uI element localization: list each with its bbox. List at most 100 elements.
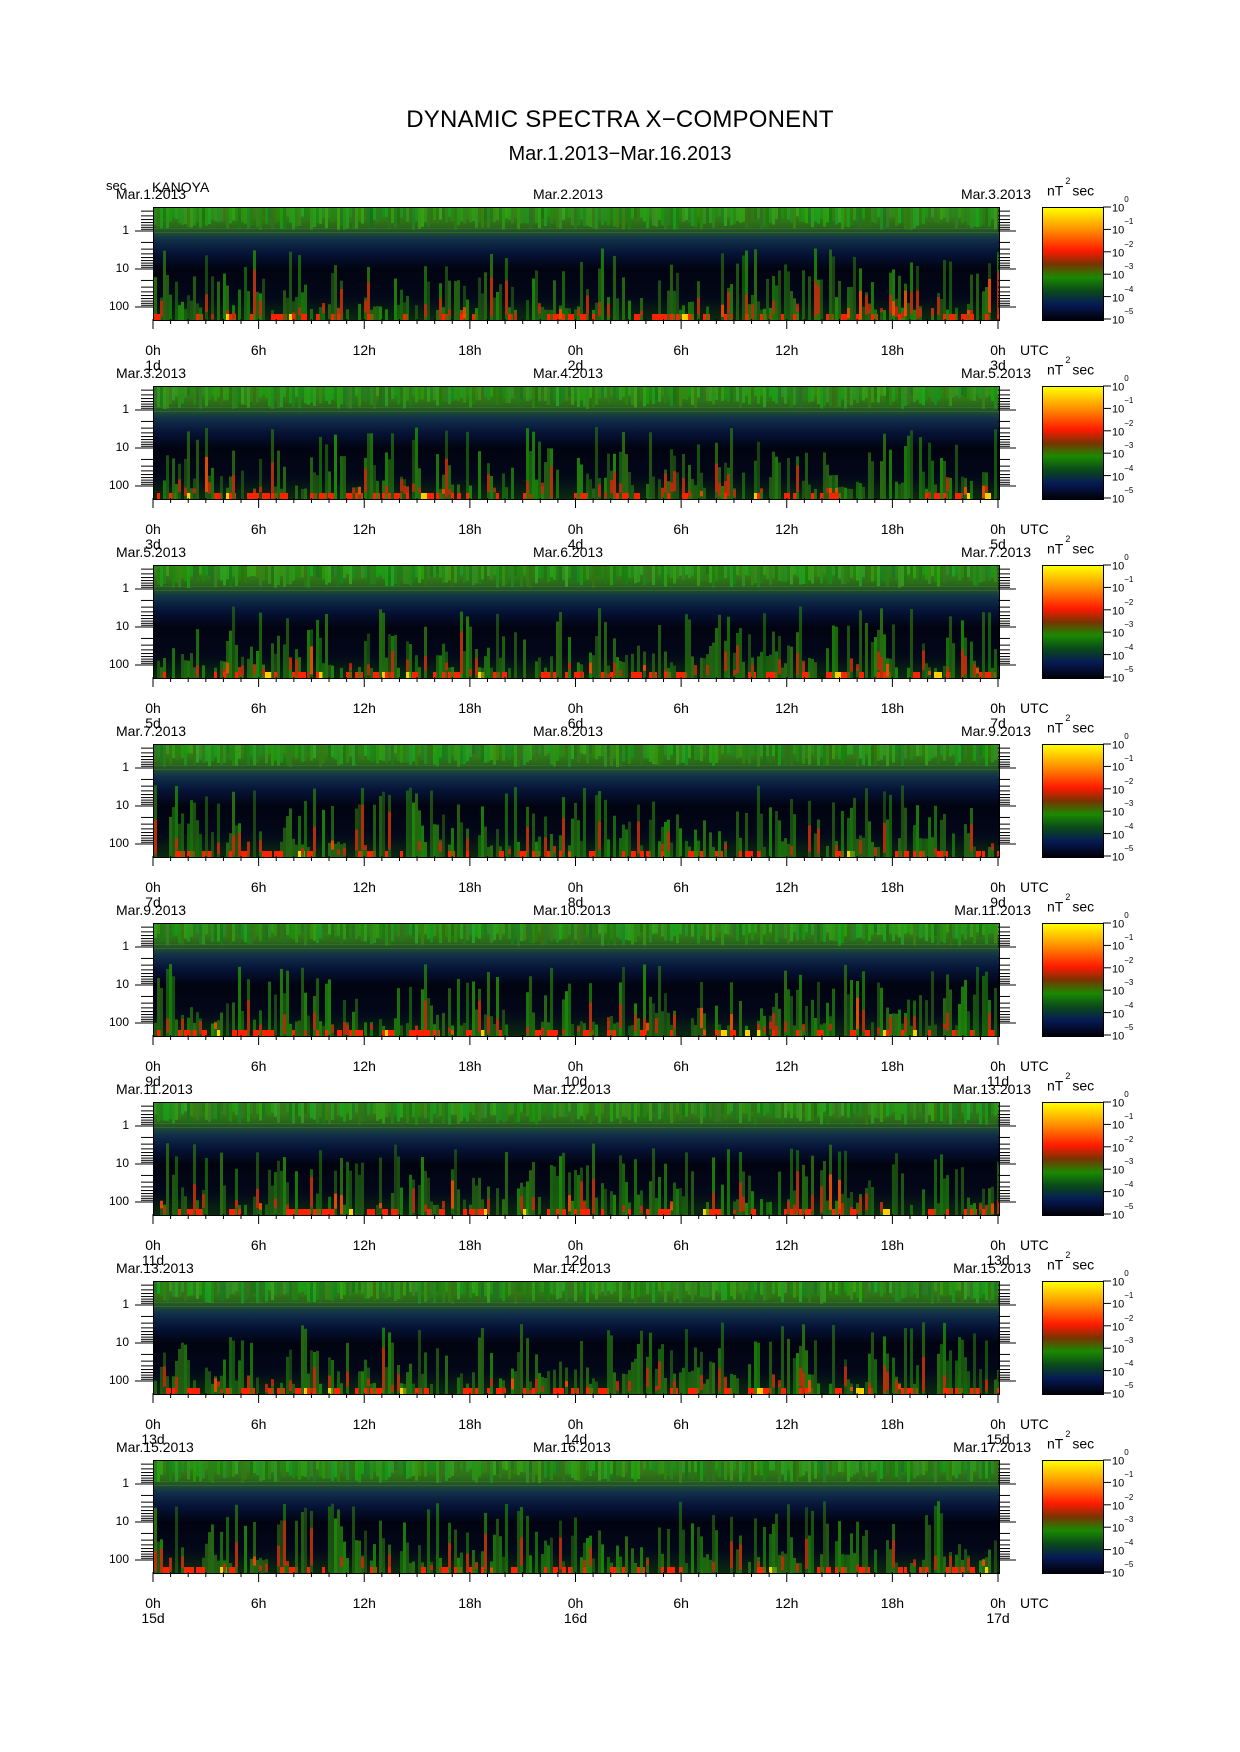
x-tick-label: 0h: [990, 879, 1006, 895]
colorbar-tick-label: 10−5: [1112, 1202, 1134, 1222]
x-tick-label: 18h: [458, 879, 482, 895]
colorbar: [1042, 1281, 1104, 1395]
spectrogram-svg: [154, 1282, 999, 1394]
date-label: Mar.10.2013: [533, 902, 611, 918]
spectra-panel: Mar.13.2013 Mar.14.2013 Mar.15.2013 nT2sec 1…: [0, 1250, 1240, 1447]
y-tick-label: 10: [115, 1156, 129, 1170]
x-tick-label: 0h: [145, 1058, 161, 1074]
date-label: Mar.9.2013: [116, 902, 187, 918]
day-label: 6d: [567, 715, 584, 731]
colorbar: [1042, 744, 1104, 858]
colorbar-ticks: [1103, 743, 1111, 857]
colorbar-ticks: [1103, 922, 1111, 1036]
colorbar-unit: nT2sec: [1047, 1250, 1095, 1273]
day-label: 17d: [986, 1610, 1010, 1626]
day-label: 9d: [990, 894, 1006, 910]
chart-title: DYNAMIC SPECTRA X−COMPONENT: [406, 106, 834, 133]
spectrogram-plot: [153, 386, 1000, 500]
station-label: KANOYA: [152, 179, 210, 195]
y-tick-label: 100: [108, 1552, 129, 1566]
colorbar-tick-label: 100: [1112, 911, 1129, 931]
y-tick-label: 100: [108, 1015, 129, 1029]
colorbar-unit: nT2sec: [1047, 713, 1095, 736]
colorbar-ticks: [1103, 1280, 1111, 1394]
colorbar-tick-label: 10−1: [1112, 217, 1134, 238]
date-label: Mar.4.2013: [533, 365, 604, 381]
spectrogram-texture: [154, 1103, 999, 1215]
colorbar-tick-label: 10−2: [1112, 776, 1134, 797]
colorbar: [1042, 565, 1104, 679]
colorbar-tick-label: 10−3: [1112, 262, 1134, 282]
x-tick-label: 6h: [250, 1058, 267, 1074]
colorbar-tick-label: 100: [1112, 1090, 1129, 1110]
axes-ticks: [135, 747, 1016, 866]
x-tick-label: 0h: [145, 879, 161, 895]
y-tick-label: 100: [108, 1373, 129, 1387]
colorbar-tick-label: 10−4: [1112, 821, 1134, 842]
x-tick-label: 12h: [352, 700, 376, 716]
x-tick-label: 12h: [775, 342, 799, 358]
spectrogram-svg: [154, 566, 999, 678]
colorbar-tick-label: 10−3: [1112, 1336, 1134, 1356]
x-tick-label: 0h: [145, 1595, 161, 1611]
x-tick-label: 0h: [990, 1058, 1006, 1074]
x-tick-label: 12h: [352, 521, 376, 537]
y-tick-label: 1: [122, 1297, 129, 1311]
x-tick-label: 12h: [352, 1416, 376, 1432]
x-tick-label: 6h: [250, 1595, 267, 1611]
x-tick-label: 0h: [145, 700, 161, 716]
colorbar-tick-label: 100: [1112, 1269, 1129, 1289]
y-tick-label: 1: [122, 1118, 129, 1132]
spectrogram-texture: [154, 924, 999, 1036]
day-label: 11d: [986, 1073, 1010, 1089]
x-tick-label: 6h: [250, 1237, 267, 1253]
x-tick-label: 6h: [250, 1416, 267, 1432]
colorbar-tick-label: 10−5: [1112, 1560, 1134, 1580]
colorbar-tick-label: 100: [1112, 195, 1129, 215]
colorbar-tick-label: 10−5: [1112, 844, 1134, 864]
colorbar-tick-label: 10−1: [1112, 754, 1134, 775]
colorbar-tick-label: 10−5: [1112, 1381, 1134, 1401]
spectrogram-svg: [154, 1103, 999, 1215]
day-label: 12d: [563, 1252, 588, 1268]
colorbar-tick-label: 10−3: [1112, 620, 1134, 640]
x-tick-label: 6h: [250, 879, 267, 895]
colorbar-unit: nT2sec: [1047, 1429, 1095, 1452]
colorbar-tick-label: 10−4: [1112, 463, 1134, 484]
x-tick-label: 12h: [775, 700, 799, 716]
y-tick-label: 10: [115, 619, 129, 633]
y-tick-label: 100: [108, 1194, 129, 1208]
x-tick-label: 12h: [352, 1595, 376, 1611]
colorbar-unit: nT2sec: [1047, 1071, 1095, 1094]
colorbar-ticks: [1103, 1101, 1111, 1215]
date-label: Mar.8.2013: [533, 723, 604, 739]
spectra-panel: Mar.1.2013 Mar.2.2013 Mar.3.2013 nT2sec 1 10 1…: [0, 176, 1240, 373]
spectrogram-texture: [154, 566, 999, 678]
spectrogram-plot: [153, 207, 1000, 321]
colorbar-unit: nT2sec: [1047, 892, 1095, 915]
x-tick-label: 6h: [250, 521, 267, 537]
date-label: Mar.7.2013: [960, 544, 1031, 560]
colorbar-unit: nT2sec: [1047, 534, 1095, 557]
colorbar-ticks: [1103, 385, 1111, 499]
spectrogram-plot: [153, 744, 1000, 858]
colorbar-tick-label: 10−2: [1112, 1492, 1134, 1513]
x-tick-label: 18h: [458, 521, 482, 537]
spectrogram-texture: [154, 1282, 999, 1394]
axes-ticks: [135, 210, 1016, 329]
y-unit-label: sec: [106, 178, 127, 193]
colorbar: [1042, 207, 1104, 321]
y-tick-label: 10: [115, 440, 129, 454]
x-tick-label: 6h: [673, 879, 689, 895]
x-tick-label: 18h: [880, 1595, 905, 1611]
colorbar-tick-label: 10−5: [1112, 307, 1134, 327]
colorbar-tick-label: 10−1: [1112, 1470, 1134, 1491]
colorbar-ticks: [1103, 1459, 1111, 1573]
day-label: 10d: [563, 1073, 588, 1089]
x-tick-label: 0h: [567, 879, 584, 895]
spectra-panel: Mar.5.2013 Mar.6.2013 Mar.7.2013 nT2sec 1 10 1…: [0, 534, 1240, 731]
colorbar-tick-label: 10−3: [1112, 1515, 1134, 1535]
x-tick-label: 0h: [990, 342, 1006, 358]
spectrogram-svg: [154, 745, 999, 857]
x-axis-label: UTC: [1020, 1058, 1049, 1074]
